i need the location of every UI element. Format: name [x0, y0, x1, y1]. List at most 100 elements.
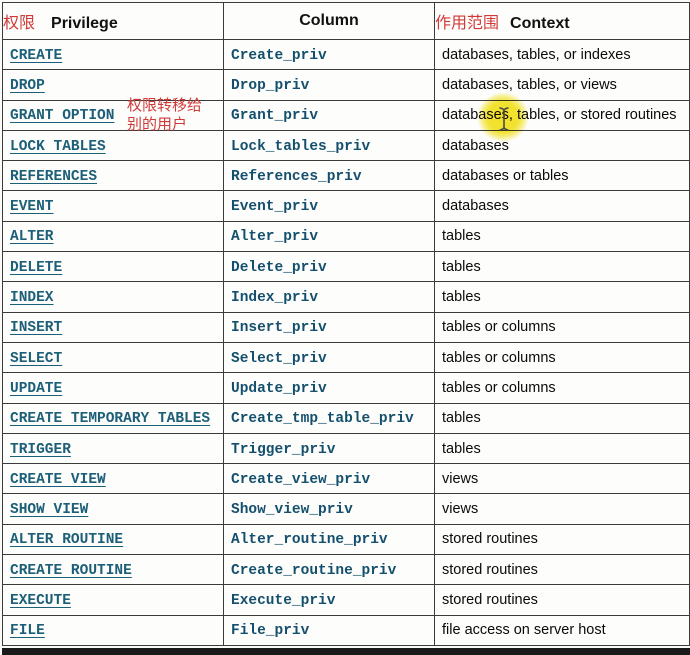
- privilege-cell: INDEX: [2, 281, 224, 313]
- privilege-link[interactable]: GRANT OPTION: [10, 108, 115, 125]
- privilege-link[interactable]: INSERT: [10, 320, 63, 337]
- table-row: ALTER Alter_priv tables: [2, 220, 690, 253]
- table-row: FILE File_priv file access on server hos…: [2, 614, 690, 646]
- context-header-label: Context: [510, 15, 570, 32]
- context-text: tables or columns: [442, 379, 556, 396]
- column-cell: Alter_routine_priv: [223, 523, 435, 556]
- context-text: databases, tables, or stored routines: [442, 107, 677, 124]
- privilege-link[interactable]: REFERENCES: [10, 168, 98, 185]
- privilege-link[interactable]: INDEX: [10, 290, 54, 307]
- column-cell: Create_priv: [223, 38, 435, 71]
- context-text: databases: [442, 198, 509, 215]
- privilege-cell: GRANT OPTION: [2, 99, 224, 131]
- privilege-link[interactable]: DELETE: [10, 259, 63, 276]
- column-cell: Update_priv: [223, 372, 435, 404]
- column-name: Insert_priv: [231, 320, 327, 337]
- table-row: INSERT Insert_priv tables or columns: [2, 311, 690, 343]
- column-name: Drop_priv: [231, 77, 310, 94]
- context-text: tables: [442, 289, 481, 306]
- context-cell: tables: [434, 251, 690, 283]
- privilege-cell: LOCK TABLES: [2, 129, 224, 162]
- table-row: DROP Drop_priv databases, tables, or vie…: [2, 69, 690, 101]
- table-row: SELECT Select_priv tables or columns: [2, 341, 690, 374]
- privilege-cell: CREATE ROUTINE: [2, 554, 224, 586]
- privilege-cell: REFERENCES: [2, 160, 224, 192]
- context-cell: tables: [434, 432, 690, 465]
- privilege-cell: ALTER ROUTINE: [2, 523, 224, 556]
- context-text: views: [442, 501, 479, 518]
- column-name: Alter_routine_priv: [231, 532, 388, 549]
- privilege-link[interactable]: CREATE: [10, 47, 63, 64]
- context-cell: databases, tables, or stored routines: [434, 99, 690, 131]
- table-row: GRANT OPTION Grant_priv databases, table…: [2, 99, 690, 131]
- privilege-link[interactable]: EXECUTE: [10, 592, 71, 609]
- privilege-cell: CREATE TEMPORARY TABLES: [2, 402, 224, 434]
- column-cell: Create_view_priv: [223, 463, 435, 495]
- privilege-link[interactable]: SHOW VIEW: [10, 502, 89, 519]
- table-row: UPDATE Update_priv tables or columns: [2, 372, 690, 404]
- col-header-column: Column: [223, 2, 435, 40]
- privilege-cell: EXECUTE: [2, 584, 224, 616]
- context-cell: databases: [434, 190, 690, 222]
- context-text: tables or columns: [442, 319, 556, 336]
- video-player-bar: [2, 648, 690, 655]
- privilege-cell: CREATE VIEW: [2, 463, 224, 495]
- context-cell: stored routines: [434, 554, 690, 586]
- context-text: databases, tables, or indexes: [442, 46, 631, 63]
- column-name: Create_priv: [231, 47, 327, 64]
- table-row: SHOW VIEW Show_view_priv views: [2, 493, 690, 525]
- privilege-link[interactable]: FILE: [10, 623, 45, 640]
- column-name: Create_routine_priv: [231, 562, 397, 579]
- context-cell: stored routines: [434, 523, 690, 556]
- privilege-link[interactable]: SELECT: [10, 350, 63, 367]
- table-row: ALTER ROUTINE Alter_routine_priv stored …: [2, 523, 690, 556]
- privilege-link[interactable]: CREATE TEMPORARY TABLES: [10, 411, 211, 428]
- privilege-link[interactable]: CREATE ROUTINE: [10, 562, 132, 579]
- privilege-link[interactable]: CREATE VIEW: [10, 471, 106, 488]
- privilege-link[interactable]: ALTER: [10, 229, 54, 246]
- context-cell: stored routines: [434, 584, 690, 616]
- context-text: tables: [442, 258, 481, 275]
- context-cell: tables or columns: [434, 311, 690, 343]
- column-name: Create_tmp_table_priv: [231, 411, 414, 428]
- table-row: EXECUTE Execute_priv stored routines: [2, 584, 690, 616]
- context-cell: file access on server host: [434, 614, 690, 646]
- privilege-cell: FILE: [2, 614, 224, 646]
- column-cell: Insert_priv: [223, 311, 435, 343]
- context-cell: databases, tables, or indexes: [434, 38, 690, 71]
- privilege-link[interactable]: UPDATE: [10, 380, 63, 397]
- column-name: Show_view_priv: [231, 502, 353, 519]
- context-cell: tables or columns: [434, 372, 690, 404]
- column-name: Update_priv: [231, 380, 327, 397]
- col-header-context: 作用范围 Context: [434, 2, 690, 40]
- privilege-link[interactable]: DROP: [10, 77, 45, 94]
- table-row: REFERENCES References_priv databases or …: [2, 160, 690, 192]
- column-cell: Drop_priv: [223, 69, 435, 101]
- privilege-link[interactable]: ALTER ROUTINE: [10, 532, 124, 549]
- privilege-link[interactable]: TRIGGER: [10, 441, 71, 458]
- context-text: databases, tables, or views: [442, 76, 617, 93]
- context-text: tables or columns: [442, 349, 556, 366]
- context-text: databases: [442, 137, 509, 154]
- column-name: Trigger_priv: [231, 441, 336, 458]
- table-header-row: 权限 Privilege Column 作用范围 Context: [2, 2, 690, 40]
- table-row: CREATE Create_priv databases, tables, or…: [2, 38, 690, 71]
- column-name: Delete_priv: [231, 259, 327, 276]
- column-cell: Trigger_priv: [223, 432, 435, 465]
- privilege-link[interactable]: EVENT: [10, 199, 54, 216]
- table-row: CREATE TEMPORARY TABLES Create_tmp_table…: [2, 402, 690, 434]
- context-text: stored routines: [442, 561, 538, 578]
- privilege-header-label: Privilege: [51, 15, 118, 32]
- context-header-chinese-label: 作用范围: [435, 15, 500, 32]
- table-row: INDEX Index_priv tables: [2, 281, 690, 313]
- context-cell: tables: [434, 402, 690, 434]
- privilege-link[interactable]: LOCK TABLES: [10, 138, 106, 155]
- privilege-cell: EVENT: [2, 190, 224, 222]
- column-cell: Delete_priv: [223, 251, 435, 283]
- table-row: EVENT Event_priv databases: [2, 190, 690, 222]
- column-name: Execute_priv: [231, 592, 336, 609]
- context-cell: databases, tables, or views: [434, 69, 690, 101]
- privilege-cell: DELETE: [2, 251, 224, 283]
- privilege-cell: SHOW VIEW: [2, 493, 224, 525]
